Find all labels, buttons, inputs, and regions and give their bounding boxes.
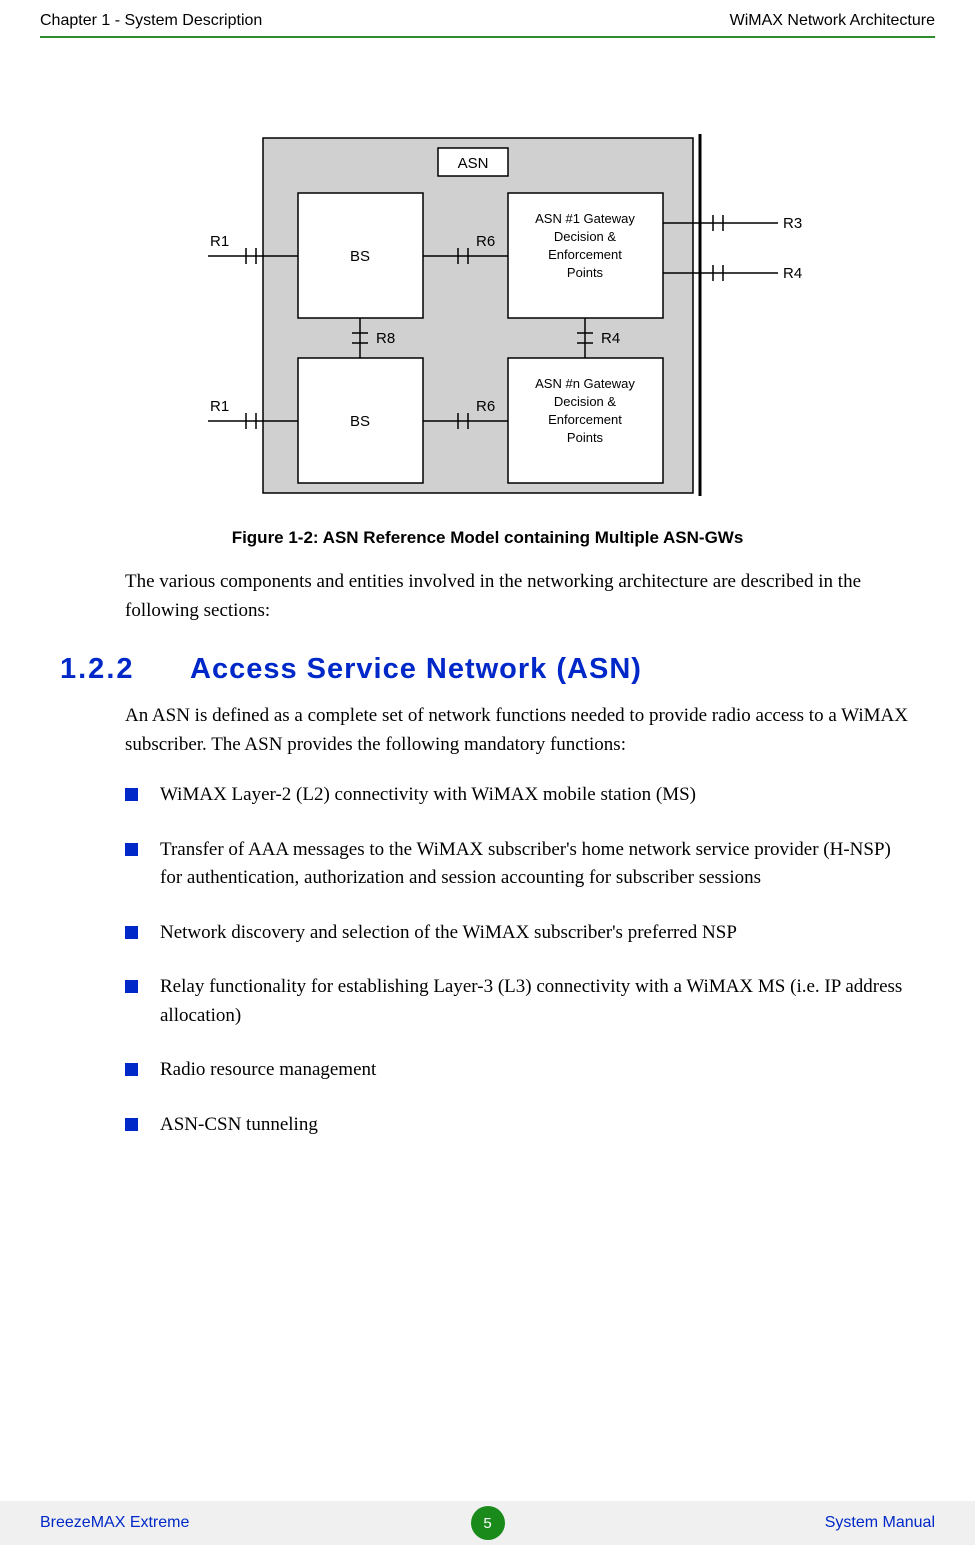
bullet-text: Radio resource management	[160, 1056, 915, 1085]
list-item: Relay functionality for establishing Lay…	[125, 973, 915, 1030]
header-left: Chapter 1 - System Description	[40, 12, 262, 30]
page-header: Chapter 1 - System Description WiMAX Net…	[0, 0, 975, 36]
bullet-icon	[125, 1063, 138, 1076]
bullet-text: ASN-CSN tunneling	[160, 1111, 915, 1140]
bullet-icon	[125, 788, 138, 801]
bullet-icon	[125, 843, 138, 856]
figure-caption: Figure 1-2: ASN Reference Model containi…	[60, 528, 915, 548]
footer-right: System Manual	[825, 1514, 935, 1532]
footer-left: BreezeMAX Extreme	[40, 1514, 189, 1532]
bullet-text: WiMAX Layer-2 (L2) connectivity with WiM…	[160, 781, 915, 810]
footer-center: 5	[471, 1506, 505, 1540]
gw2-l2: Decision &	[553, 394, 615, 409]
bullet-icon	[125, 1118, 138, 1131]
list-item: Network discovery and selection of the W…	[125, 919, 915, 948]
figure-diagram: ASN BS BS ASN #1 Gateway Decision & Enfo…	[60, 128, 915, 498]
bs1-label: BS	[349, 248, 369, 265]
r1b-label: R1	[210, 398, 229, 415]
r4out-label: R4	[783, 265, 802, 282]
list-item: Radio resource management	[125, 1056, 915, 1085]
r8-label: R8	[376, 330, 395, 347]
section-number: 1.2.2	[60, 653, 190, 686]
list-item: ASN-CSN tunneling	[125, 1111, 915, 1140]
content-area: ASN BS BS ASN #1 Gateway Decision & Enfo…	[0, 38, 975, 1139]
r4in-label: R4	[601, 330, 620, 347]
gw1-l4: Points	[566, 265, 603, 280]
list-item: Transfer of AAA messages to the WiMAX su…	[125, 836, 915, 893]
gw2-l3: Enforcement	[548, 412, 622, 427]
bullet-list: WiMAX Layer-2 (L2) connectivity with WiM…	[125, 781, 915, 1139]
bullet-text: Relay functionality for establishing Lay…	[160, 973, 915, 1030]
r3-label: R3	[783, 215, 802, 232]
page-number-badge: 5	[471, 1506, 505, 1540]
gw1-l3: Enforcement	[548, 247, 622, 262]
gw1-l2: Decision &	[553, 229, 615, 244]
bs2-label: BS	[349, 413, 369, 430]
asn-diagram-svg: ASN BS BS ASN #1 Gateway Decision & Enfo…	[148, 128, 828, 498]
bullet-icon	[125, 926, 138, 939]
r6b-label: R6	[476, 398, 495, 415]
header-right: WiMAX Network Architecture	[730, 12, 935, 30]
r1a-label: R1	[210, 233, 229, 250]
bullet-text: Network discovery and selection of the W…	[160, 919, 915, 948]
gw2-l4: Points	[566, 430, 603, 445]
gw2-l1: ASN #n Gateway	[535, 376, 635, 391]
section-body: An ASN is defined as a complete set of n…	[125, 702, 915, 759]
gw1-l1: ASN #1 Gateway	[535, 211, 635, 226]
intro-paragraph: The various components and entities invo…	[125, 568, 915, 625]
list-item: WiMAX Layer-2 (L2) connectivity with WiM…	[125, 781, 915, 810]
bullet-text: Transfer of AAA messages to the WiMAX su…	[160, 836, 915, 893]
section-heading: 1.2.2 Access Service Network (ASN)	[60, 653, 915, 686]
section-title: Access Service Network (ASN)	[190, 653, 642, 686]
asn-label-text: ASN	[457, 155, 488, 172]
bullet-icon	[125, 980, 138, 993]
r6a-label: R6	[476, 233, 495, 250]
page-footer: BreezeMAX Extreme 5 System Manual	[0, 1501, 975, 1545]
